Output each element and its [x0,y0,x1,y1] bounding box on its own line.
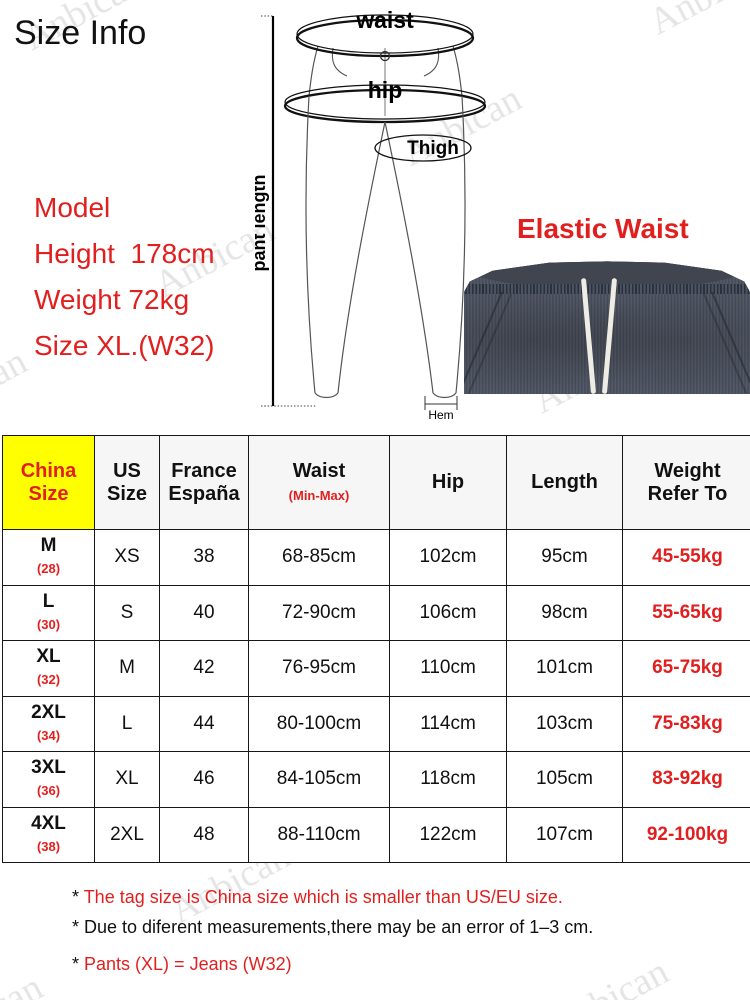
svg-text:Hem: Hem [428,408,453,422]
svg-text:Thigh: Thigh [407,138,459,159]
svg-text:pant length: pant length [255,175,269,272]
svg-text:waist: waist [355,8,414,33]
svg-text:hip: hip [368,77,403,103]
